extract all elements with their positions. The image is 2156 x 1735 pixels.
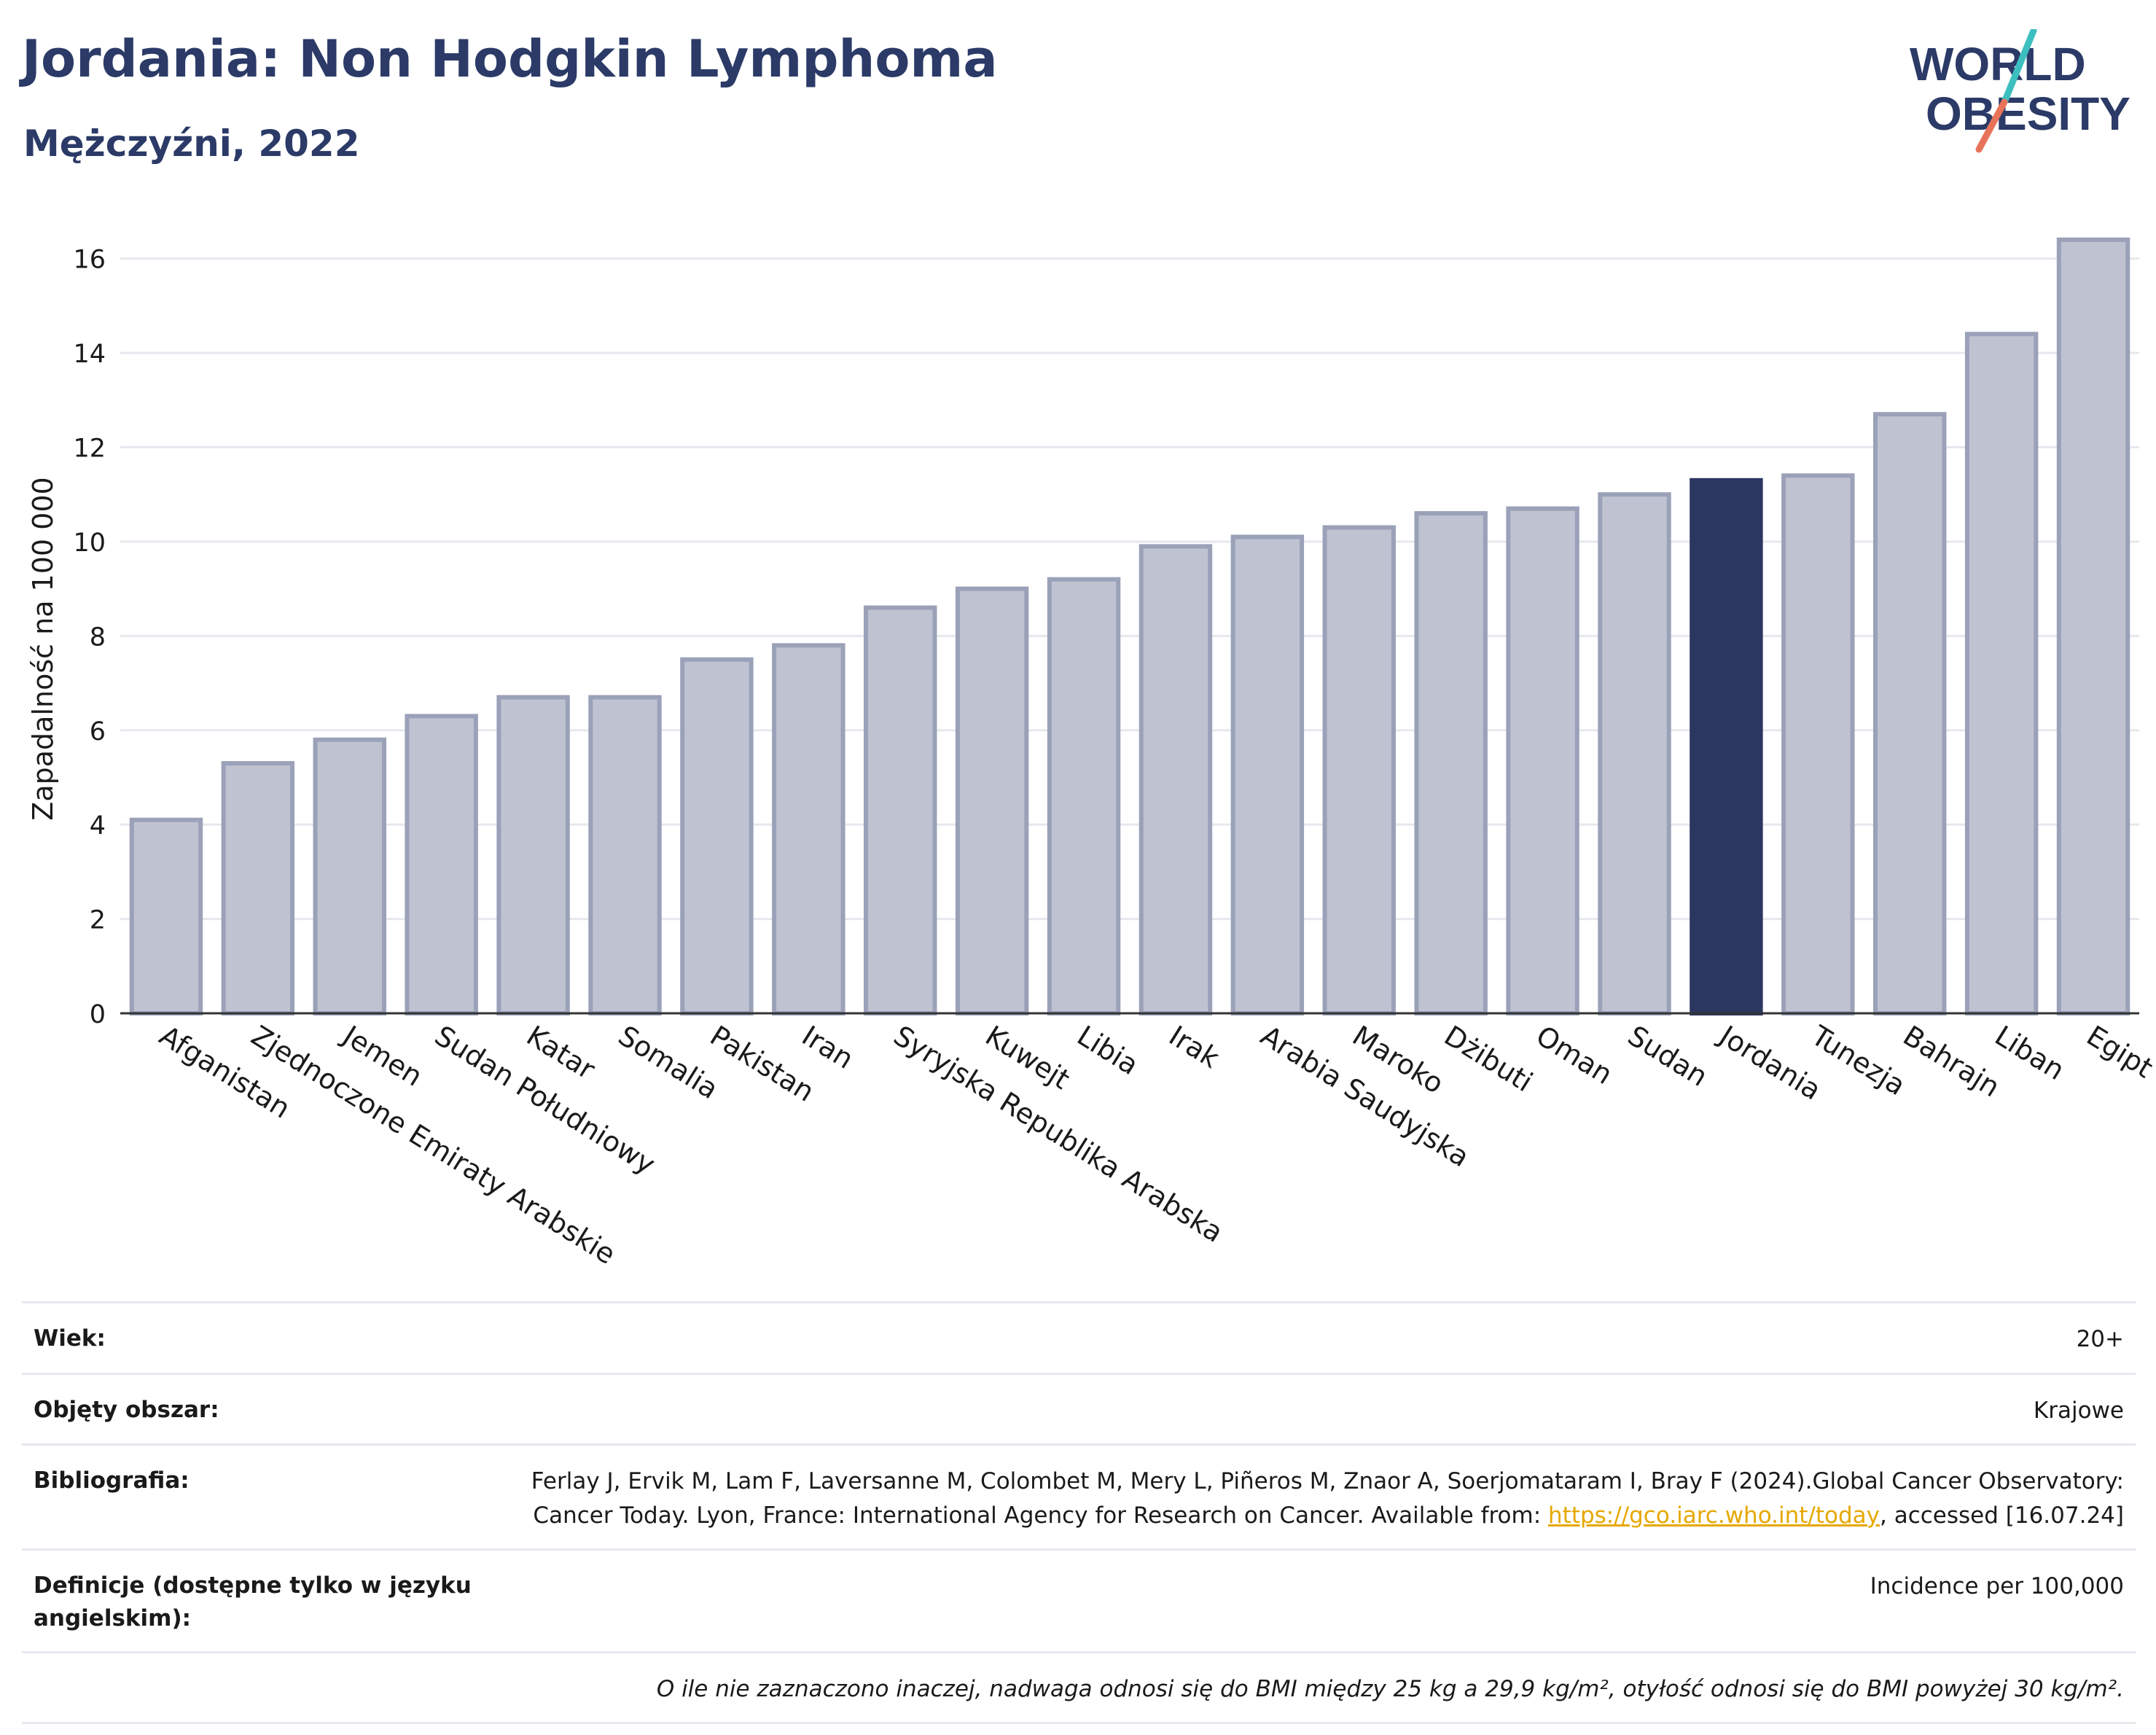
- bibliography-text: Ferlay J, Ervik M, Lam F, Laversanne M, …: [531, 1468, 2124, 1529]
- x-tick-label: Dżibuti: [1439, 1019, 1538, 1098]
- y-tick-label: 8: [90, 623, 106, 652]
- x-tick-label: Sudan: [1622, 1019, 1714, 1093]
- bar: [2056, 237, 2130, 1016]
- info-row-note: O ile nie zaznaczono inaczej, nadwaga od…: [22, 1650, 2136, 1725]
- bar: [1230, 534, 1305, 1015]
- y-tick-label: 4: [90, 811, 106, 841]
- bar: [1414, 511, 1488, 1015]
- page-subtitle: Mężczyźni, 2022: [23, 122, 360, 165]
- logo-text-world: WORLD: [1910, 38, 2086, 90]
- info-row-age: Wiek: 20+: [22, 1301, 2136, 1373]
- y-tick-label: 2: [90, 906, 106, 935]
- world-obesity-logo: WORLD OBESITY: [1910, 29, 2130, 153]
- bar: [1781, 473, 1855, 1015]
- logo-slash-coral: [1975, 98, 2008, 153]
- bar: [864, 605, 937, 1015]
- age-value: 20+: [2076, 1326, 2124, 1352]
- bar: [1873, 412, 1947, 1015]
- x-tick-label: Jordania: [1713, 1018, 1827, 1106]
- bar: [1138, 544, 1213, 1015]
- bar: [1322, 525, 1396, 1015]
- bar: [772, 643, 845, 1015]
- y-tick-label: 16: [73, 246, 106, 275]
- coverage-value: Krajowe: [2033, 1397, 2124, 1424]
- bar: [1506, 506, 1579, 1015]
- x-tick-label: Pakistan: [705, 1019, 820, 1108]
- bar: [1964, 332, 2039, 1015]
- info-table: Wiek: 20+ Objęty obszar: Krajowe Bibliog…: [22, 1301, 2136, 1725]
- bar: [496, 695, 570, 1015]
- info-row-bibliography: Bibliografia: Ferlay J, Ervik M, Lam F, …: [22, 1443, 2136, 1548]
- x-tick-label: Libia: [1071, 1019, 1144, 1081]
- y-tick-label: 12: [73, 434, 106, 464]
- bar: [1690, 477, 1763, 1015]
- bar: [129, 817, 203, 1016]
- definitions-value: Incidence per 100,000: [1870, 1573, 2124, 1599]
- x-tick-label: Tunezja: [1805, 1019, 1911, 1102]
- coverage-label: Objęty obszar:: [34, 1396, 219, 1423]
- logo-slash-teal: [2001, 29, 2037, 106]
- bibliography-link[interactable]: https://gco.iarc.who.int/today: [1548, 1502, 1880, 1529]
- bar: [221, 761, 295, 1015]
- bar: [680, 657, 754, 1015]
- definitions-label: Definicje (dostępne tylko w języku angie…: [34, 1572, 472, 1631]
- x-tick-label: Somalia: [613, 1019, 724, 1105]
- bar: [1047, 577, 1121, 1015]
- x-tick-label: Bahrajn: [1897, 1019, 2005, 1103]
- y-tick-label: 0: [90, 1000, 106, 1029]
- bibliography-value: Ferlay J, Ervik M, Lam F, Laversanne M, …: [491, 1465, 2124, 1532]
- logo-text-obesity: OBESITY: [1926, 87, 2130, 140]
- bibliography-accessed: , accessed [16.07.24]: [1879, 1502, 2124, 1529]
- x-tick-label: Iran: [797, 1019, 859, 1075]
- x-tick-label: Egipt: [2081, 1019, 2156, 1084]
- y-tick-label: 10: [73, 529, 106, 558]
- age-label: Wiek:: [34, 1325, 106, 1352]
- bar: [313, 737, 386, 1015]
- info-row-definitions: Definicje (dostępne tylko w języku angie…: [22, 1548, 2136, 1651]
- bar: [955, 586, 1029, 1015]
- bar: [1598, 492, 1671, 1015]
- x-tick-label: Irak: [1163, 1019, 1225, 1075]
- y-tick-label: 6: [90, 717, 106, 746]
- info-row-coverage: Objęty obszar: Krajowe: [22, 1372, 2136, 1444]
- x-tick-label: Oman: [1531, 1019, 1618, 1091]
- bar: [588, 695, 662, 1015]
- y-axis-label: Zapadalność na 100 000: [27, 477, 59, 820]
- y-tick-label: 14: [73, 340, 106, 369]
- page-title: Jordania: Non Hodgkin Lymphoma: [22, 29, 998, 89]
- bmi-note: O ile nie zaznaczono inaczej, nadwaga od…: [656, 1675, 2124, 1702]
- bar: [405, 714, 478, 1016]
- bibliography-label: Bibliografia:: [34, 1467, 190, 1494]
